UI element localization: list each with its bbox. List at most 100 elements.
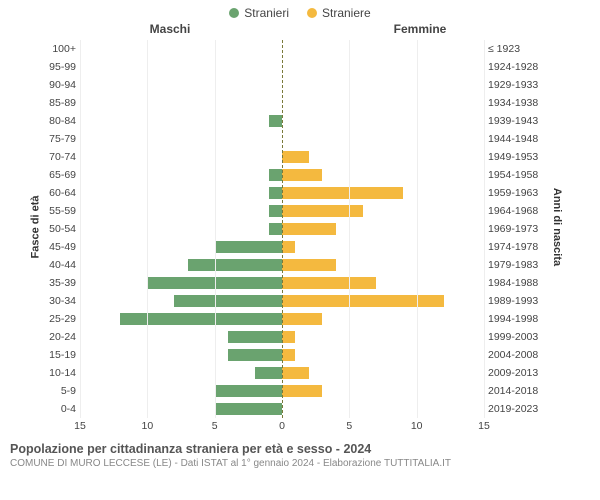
age-label: 70-74 bbox=[46, 151, 80, 163]
bar-area bbox=[80, 184, 484, 202]
bar-female bbox=[282, 223, 336, 235]
bar-area bbox=[80, 94, 484, 112]
bar-male bbox=[174, 295, 282, 307]
bar-area bbox=[80, 238, 484, 256]
birth-label: 1974-1978 bbox=[484, 241, 540, 253]
column-title-female: Femmine bbox=[300, 22, 600, 36]
bar-area bbox=[80, 346, 484, 364]
age-label: 50-54 bbox=[46, 223, 80, 235]
birth-label: 1969-1973 bbox=[484, 223, 540, 235]
bar-area bbox=[80, 310, 484, 328]
bar-male bbox=[269, 115, 282, 127]
age-label: 75-79 bbox=[46, 133, 80, 145]
chart-row: 75-791944-1948 bbox=[46, 130, 540, 148]
age-label: 45-49 bbox=[46, 241, 80, 253]
y-axis-label-left: Fasce di età bbox=[29, 196, 41, 259]
birth-label: 2019-2023 bbox=[484, 403, 540, 415]
bar-male bbox=[269, 187, 282, 199]
footer-subtitle: COMUNE DI MURO LECCESE (LE) - Dati ISTAT… bbox=[10, 456, 590, 469]
column-title-male: Maschi bbox=[0, 22, 300, 36]
birth-label: 1984-1988 bbox=[484, 277, 540, 289]
age-label: 55-59 bbox=[46, 205, 80, 217]
x-tick: 10 bbox=[141, 420, 153, 432]
bar-area bbox=[80, 148, 484, 166]
x-axis-ticks: 15105051015 bbox=[80, 420, 484, 436]
age-label: 65-69 bbox=[46, 169, 80, 181]
bar-area bbox=[80, 220, 484, 238]
birth-label: 2004-2008 bbox=[484, 349, 540, 361]
bar-female bbox=[282, 151, 309, 163]
legend-item-male: Stranieri bbox=[229, 6, 289, 20]
birth-label: 1924-1928 bbox=[484, 61, 540, 73]
bar-male bbox=[120, 313, 282, 325]
bar-female bbox=[282, 331, 295, 343]
chart-row: 95-99 1924-1928 bbox=[46, 58, 540, 76]
chart-row: 15-19 2004-2008 bbox=[46, 346, 540, 364]
legend-label-male: Stranieri bbox=[244, 6, 289, 20]
bar-area bbox=[80, 364, 484, 382]
age-label: 5-9 bbox=[46, 385, 80, 397]
age-label: 95-99 bbox=[46, 61, 80, 73]
chart-row: 35-391984-1988 bbox=[46, 274, 540, 292]
chart-row: 80-84 1939-1943 bbox=[46, 112, 540, 130]
chart-row: 100+ ≤ 1923 bbox=[46, 40, 540, 58]
column-titles: Maschi Femmine bbox=[0, 22, 600, 36]
footer: Popolazione per cittadinanza straniera p… bbox=[0, 436, 600, 469]
birth-label: 1954-1958 bbox=[484, 169, 540, 181]
bar-male bbox=[215, 403, 282, 415]
bar-female bbox=[282, 277, 376, 289]
birth-label: 1994-1998 bbox=[484, 313, 540, 325]
birth-label: 1999-2003 bbox=[484, 331, 540, 343]
birth-label: 2014-2018 bbox=[484, 385, 540, 397]
bar-area bbox=[80, 400, 484, 418]
bar-female bbox=[282, 205, 363, 217]
bar-male bbox=[269, 205, 282, 217]
x-tick: 15 bbox=[478, 420, 490, 432]
chart-row: 40-441979-1983 bbox=[46, 256, 540, 274]
chart-row: 0-42019-2023 bbox=[46, 400, 540, 418]
bar-area bbox=[80, 202, 484, 220]
bar-male bbox=[269, 223, 282, 235]
birth-label: 1959-1963 bbox=[484, 187, 540, 199]
age-label: 90-94 bbox=[46, 79, 80, 91]
age-label: 20-24 bbox=[46, 331, 80, 343]
x-tick: 0 bbox=[279, 420, 285, 432]
age-label: 100+ bbox=[46, 43, 80, 55]
x-tick: 10 bbox=[411, 420, 423, 432]
x-tick: 15 bbox=[74, 420, 86, 432]
bar-female bbox=[282, 385, 322, 397]
bar-area bbox=[80, 256, 484, 274]
y-axis-label-right: Anni di nascita bbox=[551, 188, 563, 266]
bar-area bbox=[80, 328, 484, 346]
chart-row: 60-641959-1963 bbox=[46, 184, 540, 202]
bar-female bbox=[282, 367, 309, 379]
chart-row: 25-291994-1998 bbox=[46, 310, 540, 328]
bar-area bbox=[80, 112, 484, 130]
age-label: 80-84 bbox=[46, 115, 80, 127]
age-label: 10-14 bbox=[46, 367, 80, 379]
birth-label: 1929-1933 bbox=[484, 79, 540, 91]
bar-area bbox=[80, 292, 484, 310]
chart-row: 90-94 1929-1933 bbox=[46, 76, 540, 94]
birth-label: 2009-2013 bbox=[484, 367, 540, 379]
bar-female bbox=[282, 349, 295, 361]
legend-label-female: Straniere bbox=[322, 6, 371, 20]
chart-row: 10-14 2009-2013 bbox=[46, 364, 540, 382]
bar-area bbox=[80, 40, 484, 58]
bar-male bbox=[188, 259, 282, 271]
birth-label: 1939-1943 bbox=[484, 115, 540, 127]
age-label: 15-19 bbox=[46, 349, 80, 361]
bar-female bbox=[282, 259, 336, 271]
chart-row: 55-591964-1968 bbox=[46, 202, 540, 220]
chart-row: 5-9 2014-2018 bbox=[46, 382, 540, 400]
bar-male bbox=[255, 367, 282, 379]
x-tick: 5 bbox=[212, 420, 218, 432]
chart-row: 85-891934-1938 bbox=[46, 94, 540, 112]
chart-row: 20-24 1999-2003 bbox=[46, 328, 540, 346]
age-label: 85-89 bbox=[46, 97, 80, 109]
chart-row: 45-49 1974-1978 bbox=[46, 238, 540, 256]
bar-area bbox=[80, 130, 484, 148]
birth-label: ≤ 1923 bbox=[484, 43, 540, 55]
birth-label: 1949-1953 bbox=[484, 151, 540, 163]
bar-female bbox=[282, 295, 444, 307]
